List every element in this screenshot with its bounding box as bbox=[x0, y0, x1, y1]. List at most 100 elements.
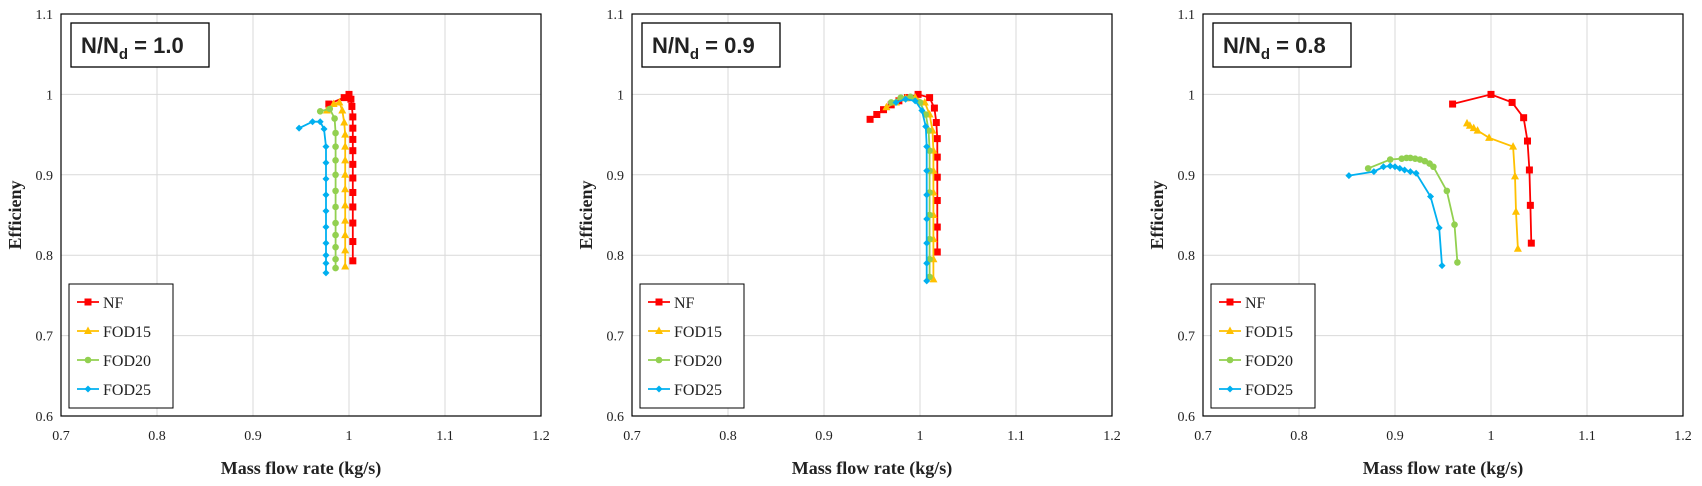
legend-item-fod15: FOD15 bbox=[1219, 324, 1293, 341]
data-point bbox=[1443, 187, 1451, 195]
data-point bbox=[332, 243, 339, 251]
data-point bbox=[887, 99, 895, 106]
data-point bbox=[923, 143, 931, 151]
data-point bbox=[873, 111, 881, 118]
data-point bbox=[322, 207, 330, 215]
legend-marker bbox=[1226, 326, 1234, 334]
y-axis-title: Efficieny bbox=[1147, 181, 1167, 250]
y-tick-label: 0.9 bbox=[1178, 169, 1196, 184]
x-axis-title: Mass flow rate (kg/s) bbox=[221, 458, 381, 479]
data-point bbox=[923, 215, 931, 223]
y-tick-label: 0.9 bbox=[36, 169, 54, 184]
data-point bbox=[1412, 169, 1420, 177]
legend: NF FOD15 FOD20 FOD25 bbox=[1210, 283, 1316, 409]
speed-title: N/Nd = 0.9 bbox=[652, 33, 755, 63]
data-point bbox=[341, 170, 350, 178]
data-point bbox=[341, 155, 350, 164]
legend-item-fod20: FOD20 bbox=[1219, 353, 1293, 370]
legend-label: NF bbox=[674, 295, 695, 312]
data-point bbox=[322, 223, 330, 231]
data-point bbox=[926, 147, 933, 154]
legend: NF FOD15 FOD20 FOD25 bbox=[68, 283, 174, 409]
x-tick-label: 1 bbox=[346, 429, 353, 444]
series-line bbox=[895, 98, 928, 281]
x-tick-label: 0.8 bbox=[719, 429, 737, 444]
legend-label: FOD25 bbox=[1245, 382, 1293, 399]
data-point bbox=[341, 230, 350, 239]
legend-marker bbox=[655, 298, 663, 306]
data-point bbox=[341, 184, 350, 193]
series-line bbox=[890, 95, 931, 277]
legend-label: NF bbox=[103, 295, 124, 312]
legend-marker bbox=[84, 326, 92, 334]
data-point bbox=[322, 143, 330, 151]
legend-marker bbox=[1226, 298, 1234, 306]
data-point bbox=[340, 94, 348, 102]
data-point bbox=[332, 187, 339, 195]
data-point bbox=[322, 175, 330, 183]
legend-label: FOD15 bbox=[103, 324, 151, 341]
data-point bbox=[933, 153, 941, 161]
data-point bbox=[347, 95, 355, 103]
data-point bbox=[331, 115, 338, 122]
x-axis-title: Mass flow rate (kg/s) bbox=[792, 458, 952, 479]
data-point bbox=[341, 245, 350, 254]
data-point bbox=[933, 197, 941, 205]
data-point bbox=[316, 118, 324, 126]
data-point bbox=[341, 142, 350, 150]
data-point bbox=[1473, 126, 1482, 134]
data-point bbox=[1451, 221, 1458, 228]
data-point bbox=[332, 264, 339, 272]
data-point bbox=[933, 135, 941, 143]
data-point bbox=[349, 147, 357, 155]
data-point bbox=[349, 257, 357, 265]
data-point bbox=[1487, 90, 1495, 98]
data-point bbox=[316, 107, 324, 115]
legend-marker bbox=[84, 298, 92, 306]
x-tick-label: 1 bbox=[917, 429, 924, 444]
data-point bbox=[341, 130, 350, 138]
data-point bbox=[309, 118, 317, 126]
y-tick-label: 1 bbox=[1188, 88, 1195, 103]
data-point bbox=[922, 123, 930, 131]
data-point bbox=[332, 203, 339, 211]
data-point bbox=[1469, 123, 1478, 132]
y-tick-label: 0.8 bbox=[607, 249, 625, 264]
legend-item-fod15: FOD15 bbox=[77, 324, 151, 341]
data-point bbox=[349, 135, 357, 143]
data-point bbox=[892, 98, 900, 106]
data-point bbox=[1430, 163, 1437, 171]
legend-marker bbox=[655, 385, 663, 393]
data-point bbox=[1525, 166, 1533, 174]
data-point bbox=[1345, 172, 1353, 180]
x-tick-label: 0.7 bbox=[623, 429, 641, 444]
data-point bbox=[1386, 156, 1394, 163]
y-axis-title: Efficieny bbox=[576, 181, 596, 250]
legend-label: FOD20 bbox=[674, 353, 722, 370]
series-nf bbox=[1449, 90, 1535, 247]
data-point bbox=[340, 118, 349, 126]
legend-label: FOD20 bbox=[103, 353, 151, 370]
y-tick-label: 0.7 bbox=[36, 330, 54, 345]
series-line bbox=[1452, 93, 1533, 244]
data-point bbox=[923, 277, 931, 285]
plot-area-frame bbox=[1202, 13, 1684, 417]
series-line bbox=[1466, 122, 1519, 249]
legend-marker bbox=[1226, 385, 1234, 393]
legend-marker bbox=[84, 356, 92, 364]
x-tick-label: 0.9 bbox=[1386, 429, 1404, 444]
legend-label: NF bbox=[1245, 295, 1266, 312]
legend-item-nf: NF bbox=[1219, 295, 1266, 312]
data-point bbox=[918, 106, 926, 114]
data-point bbox=[1520, 114, 1528, 122]
x-tick-label: 0.9 bbox=[244, 429, 262, 444]
y-tick-label: 0.8 bbox=[36, 249, 54, 264]
data-point bbox=[1527, 239, 1535, 247]
series-line bbox=[1367, 156, 1459, 263]
legend-label: FOD15 bbox=[1245, 324, 1293, 341]
x-tick-label: 1.2 bbox=[1103, 429, 1121, 444]
y-tick-label: 1.1 bbox=[1178, 8, 1196, 23]
legend-marker bbox=[84, 385, 92, 393]
data-point bbox=[332, 129, 339, 137]
legend-item-fod25: FOD25 bbox=[77, 382, 151, 399]
